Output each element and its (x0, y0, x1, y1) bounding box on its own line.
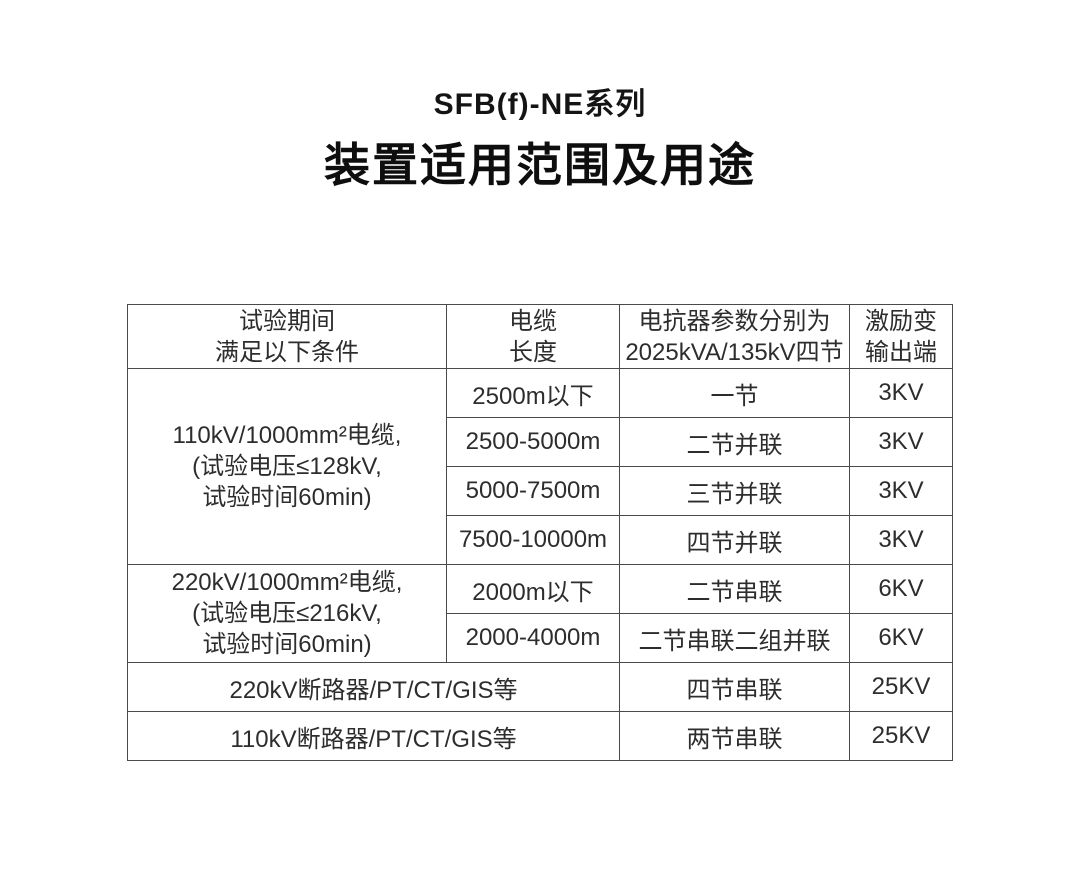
page-title: 装置适用范围及用途 (324, 139, 756, 191)
output-voltage-cell: 3KV (849, 417, 953, 467)
output-voltage-cell: 6KV (849, 613, 953, 663)
condition-110kv-line1: 110kV/1000mm²电缆, (172, 422, 402, 449)
reactor-config-cell: 两节串联 (619, 711, 850, 761)
header-cable-length: 电缆 长度 (446, 304, 620, 369)
table-header-row: 试验期间 满足以下条件 电缆 长度 电抗器参数分别为 2025kVA/135kV… (127, 304, 953, 369)
header-test-condition-line1: 试验期间 (239, 307, 335, 335)
reactor-config-cell: 四节并联 (619, 515, 850, 565)
condition-220kv-line2: (试验电压≤216kV, (192, 600, 382, 627)
header-cable-length-line2: 长度 (509, 338, 557, 366)
condition-cell-110kv: 110kV/1000mm²电缆, (试验电压≤128kV, 试验时间60min) (127, 368, 447, 565)
output-voltage-cell: 3KV (849, 368, 953, 418)
spec-table: 试验期间 满足以下条件 电缆 长度 电抗器参数分别为 2025kVA/135kV… (127, 304, 953, 761)
table-row: 2000-4000m 二节串联二组并联 6KV (128, 613, 953, 663)
reactor-config-cell: 一节 (619, 368, 850, 418)
header-reactor-params: 电抗器参数分别为 2025kVA/135kV四节 (619, 304, 850, 369)
series-title: SFB(f)-NE系列 (433, 88, 647, 121)
reactor-config-cell: 二节串联二组并联 (619, 613, 850, 663)
table-row: 2500-5000m 二节并联 3KV (128, 417, 953, 467)
breaker-item-cell: 110kV断路器/PT/CT/GIS等 (127, 711, 620, 761)
reactor-config-cell: 二节串联 (619, 564, 850, 614)
header-reactor-params-line2: 2025kVA/135kV四节 (625, 338, 844, 366)
table-row: 220kV/1000mm²电缆, (试验电压≤216kV, 试验时间60min)… (127, 564, 953, 663)
header-reactor-params-line1: 电抗器参数分别为 (638, 307, 831, 335)
output-voltage-cell: 3KV (849, 515, 953, 565)
cable-length-cell: 2500-5000m (446, 417, 620, 467)
condition-cell-220kv: 220kV/1000mm²电缆, (试验电压≤216kV, 试验时间60min) (127, 564, 447, 663)
reactor-config-cell: 四节串联 (619, 662, 850, 712)
condition-220kv-line1: 220kV/1000mm²电缆, (171, 569, 403, 596)
header-excitation-output-line2: 输出端 (865, 338, 937, 366)
reactor-config-cell: 三节并联 (619, 466, 850, 516)
header-test-condition-line2: 满足以下条件 (215, 338, 359, 366)
header-test-condition: 试验期间 满足以下条件 (127, 304, 447, 369)
cable-length-cell: 2000-4000m (446, 613, 620, 663)
cable-length-cell: 2500m以下 (446, 368, 620, 418)
condition-110kv-line2: (试验电压≤128kV, (192, 453, 382, 480)
header-excitation-output: 激励变 输出端 (849, 304, 953, 369)
header-excitation-output-line1: 激励变 (865, 307, 937, 335)
condition-110kv-line3: 试验时间60min) (202, 484, 372, 511)
output-voltage-cell: 25KV (849, 662, 953, 712)
table-row: 110kV断路器/PT/CT/GIS等 两节串联 25KV (127, 711, 953, 761)
breaker-item-cell: 220kV断路器/PT/CT/GIS等 (127, 662, 620, 712)
output-voltage-cell: 6KV (849, 564, 953, 614)
table-row: 110kV/1000mm²电缆, (试验电压≤128kV, 试验时间60min)… (127, 368, 953, 565)
cable-length-cell: 5000-7500m (446, 466, 620, 516)
reactor-config-cell: 二节并联 (619, 417, 850, 467)
condition-220kv-line3: 试验时间60min) (202, 631, 372, 658)
cable-length-cell: 7500-10000m (446, 515, 620, 565)
output-voltage-cell: 25KV (849, 711, 953, 761)
cable-length-cell: 2000m以下 (446, 564, 620, 614)
header-cable-length-line1: 电缆 (509, 307, 557, 335)
table-row: 220kV断路器/PT/CT/GIS等 四节串联 25KV (127, 662, 953, 712)
document-page: SFB(f)-NE系列 装置适用范围及用途 试验期间 满足以下条件 电缆 长度 … (0, 88, 1080, 874)
output-voltage-cell: 3KV (849, 466, 953, 516)
